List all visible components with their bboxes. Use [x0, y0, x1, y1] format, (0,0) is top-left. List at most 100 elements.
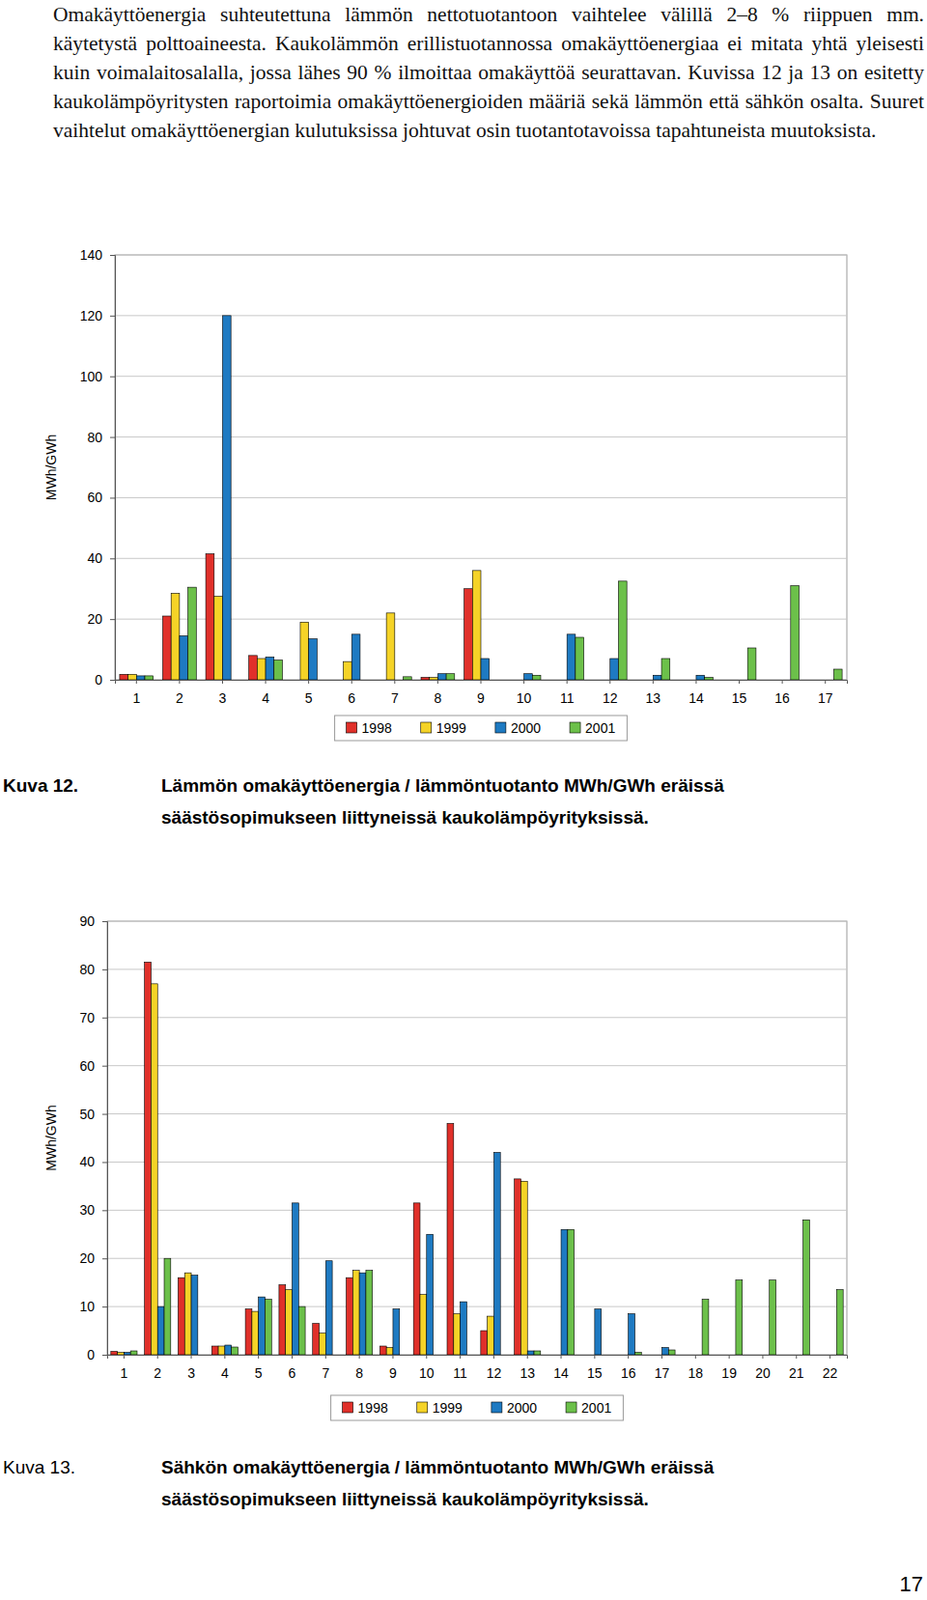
- x-tick-label: 5: [254, 1365, 263, 1381]
- x-tick-label: 1: [132, 690, 141, 706]
- y-tick-label: 0: [86, 1347, 95, 1363]
- x-tick-label: 15: [731, 690, 748, 706]
- y-tick-label: 60: [79, 1058, 95, 1074]
- bar: [704, 676, 714, 680]
- bar: [157, 1306, 165, 1355]
- x-axis-line: [115, 680, 848, 685]
- legend: 1998199920002001: [335, 715, 628, 741]
- y-tick-mark: [102, 1114, 108, 1116]
- x-tick: 17: [817, 679, 834, 706]
- bar: [179, 635, 189, 680]
- x-tick-mark: [308, 679, 309, 684]
- x-tick-label: 12: [602, 690, 618, 706]
- bars: [111, 961, 843, 1355]
- bar: [265, 656, 275, 680]
- bar: [566, 634, 576, 680]
- x-tick-label: 22: [822, 1365, 839, 1381]
- bar: [252, 1311, 259, 1355]
- y-tick-mark: [102, 1066, 108, 1068]
- x-tick-label: 10: [516, 690, 533, 706]
- x-tick-mark: [257, 1354, 259, 1359]
- bar: [652, 674, 662, 680]
- bar: [274, 660, 283, 680]
- bar: [162, 616, 171, 680]
- bar: [224, 1345, 232, 1355]
- bar: [245, 1309, 253, 1355]
- bar: [130, 1350, 138, 1355]
- bar: [218, 1346, 225, 1355]
- y-tick: 0: [86, 1347, 108, 1363]
- bar: [298, 1306, 306, 1355]
- bar: [325, 1261, 333, 1355]
- x-tick: 5: [254, 1354, 263, 1381]
- bar: [628, 1314, 636, 1355]
- x-tick-mark: [191, 1354, 193, 1359]
- bar: [150, 983, 158, 1355]
- caption-text: Sähkön omakäyttöenergia / lämmöntuotanto…: [161, 1451, 876, 1516]
- bar: [668, 1349, 675, 1355]
- y-tick-label: 140: [80, 247, 104, 263]
- legend-item: 2000: [491, 1400, 537, 1416]
- x-tick: 22: [822, 1354, 839, 1381]
- x-tick-mark: [627, 1354, 629, 1359]
- y-axis: 0102030405060708090: [79, 913, 108, 1363]
- legend-label: 2001: [581, 1400, 612, 1416]
- bar: [191, 1275, 198, 1355]
- chart: 0102030405060708090123456789101112131415…: [43, 913, 848, 1421]
- bar: [170, 592, 180, 680]
- y-tick-mark: [102, 1209, 108, 1211]
- x-tick: 4: [221, 1354, 229, 1381]
- bars: [119, 315, 843, 680]
- bar: [136, 675, 145, 680]
- grid-line: [107, 1161, 847, 1163]
- x-tick-mark: [178, 679, 180, 684]
- x-tick-label: 15: [587, 1365, 603, 1381]
- bar: [123, 1352, 131, 1355]
- x-tick-label: 13: [646, 690, 662, 706]
- bar: [514, 1179, 522, 1355]
- x-tick-mark: [325, 1354, 327, 1359]
- y-axis-title: MWh/GWh: [43, 434, 59, 501]
- bar: [833, 669, 843, 680]
- bar: [532, 674, 541, 680]
- bar: [575, 637, 585, 680]
- legend-swatch: [346, 722, 358, 733]
- y-tick-label: 80: [86, 429, 103, 446]
- y-tick-mark: [110, 437, 115, 439]
- y-tick: 60: [79, 1058, 108, 1074]
- page-graphics: 0204060801001201401234567891011121314151…: [0, 0, 927, 1600]
- x-tick-label: 10: [419, 1365, 435, 1381]
- bar: [128, 674, 138, 680]
- x-tick-mark: [561, 1354, 562, 1359]
- bar: [205, 554, 215, 680]
- x-tick-label: 7: [321, 1365, 330, 1381]
- y-axis: 020406080100120140: [80, 247, 116, 688]
- x-tick-mark: [493, 1354, 495, 1359]
- bar: [790, 586, 800, 680]
- x-tick-mark: [136, 679, 138, 684]
- x-tick-mark: [459, 1354, 461, 1359]
- bar: [309, 639, 318, 680]
- x-tick: 7: [321, 1354, 330, 1381]
- x-tick-label: 14: [688, 690, 704, 706]
- x-tick: 20: [755, 1354, 771, 1381]
- bar: [460, 1301, 468, 1355]
- legend-item: 2001: [565, 1400, 612, 1416]
- x-axis-line: [108, 1355, 848, 1360]
- y-tick-label: 60: [86, 489, 103, 506]
- x-tick: 16: [620, 1354, 637, 1381]
- x-tick-mark: [392, 1354, 394, 1359]
- y-tick-label: 30: [79, 1202, 95, 1218]
- x-tick-label: 16: [620, 1365, 637, 1381]
- x-tick: 8: [434, 679, 443, 706]
- x-tick-label: 3: [187, 1365, 196, 1381]
- x-tick: 7: [391, 679, 399, 706]
- y-tick-mark: [110, 497, 115, 499]
- y-tick: 140: [80, 247, 115, 263]
- x-tick: 14: [553, 1354, 569, 1381]
- legend-label: 1999: [432, 1400, 463, 1416]
- y-tick-mark: [102, 921, 108, 923]
- y-axis-line: [110, 255, 116, 681]
- bar: [618, 581, 627, 680]
- x-tick: 13: [519, 1354, 535, 1381]
